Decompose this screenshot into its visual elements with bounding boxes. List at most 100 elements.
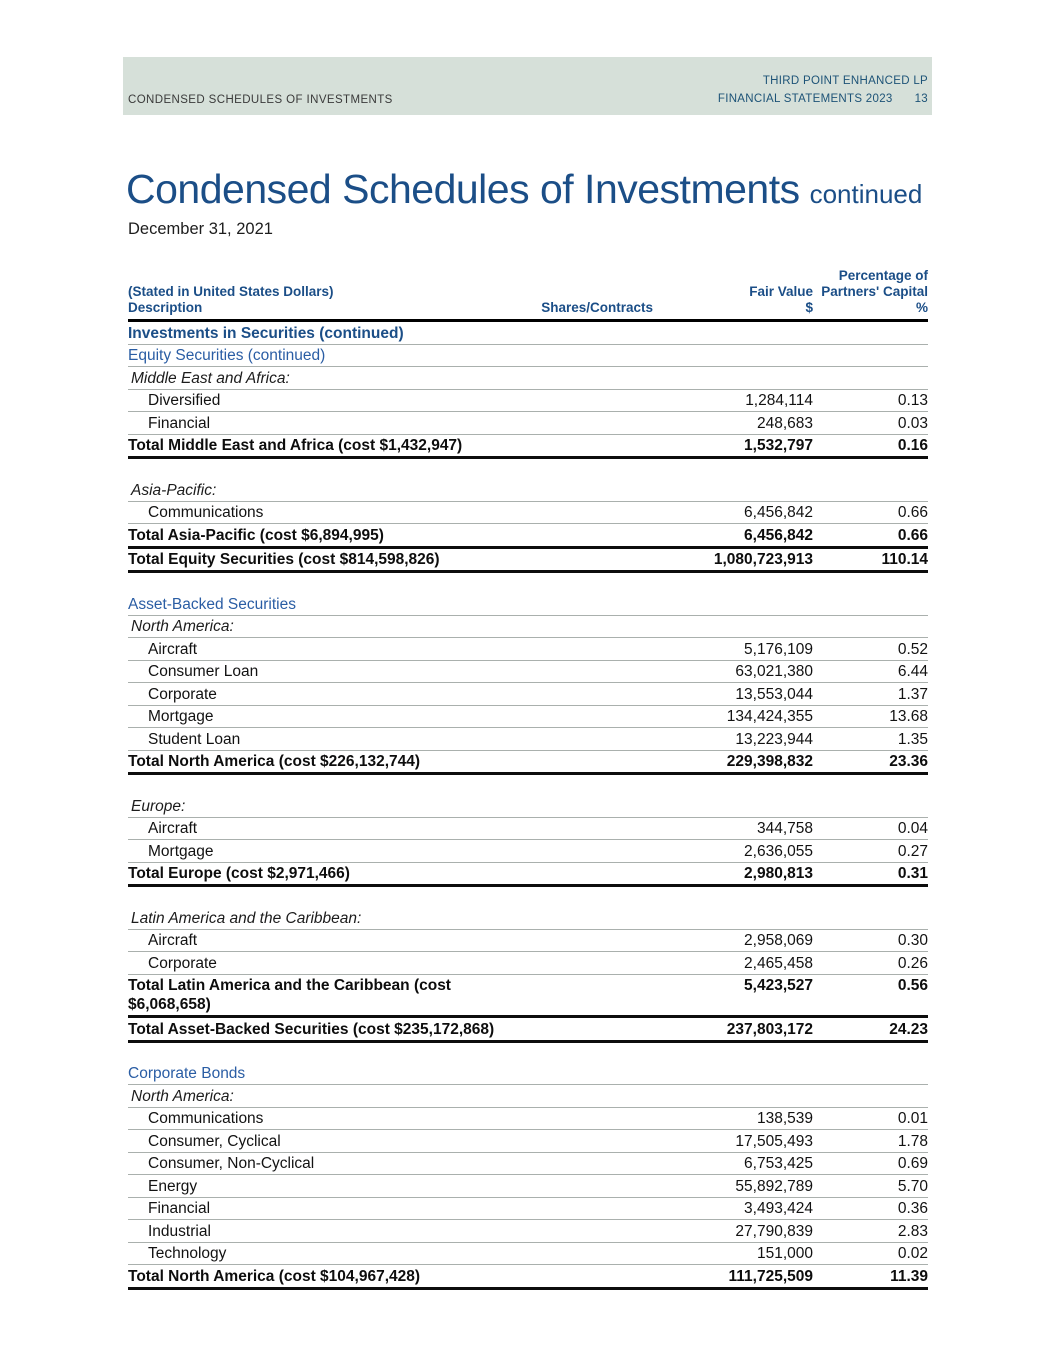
total-row: Total Asia-Pacific (cost $6,894,995) 6,45… — [128, 524, 928, 549]
col-percentage-block: Percentage of Partners' Capital % — [813, 268, 928, 316]
percentage-cell: 0.69 — [897, 1155, 928, 1172]
row-label: Total Middle East and Africa (cost $1,43… — [128, 437, 463, 454]
shares-contracts-cell — [523, 864, 653, 883]
row-label: Technology — [148, 1245, 227, 1262]
fair-value-cell: 13,223,944 — [735, 730, 813, 748]
fair-value-cell: 55,892,789 — [735, 1177, 813, 1195]
shares-contracts-cell — [523, 481, 653, 500]
percentage-cell: 0.16 — [897, 437, 928, 454]
region-header-row: North America: — [128, 616, 928, 638]
fair-value-cell: 13,553,044 — [735, 685, 813, 703]
col-fair-value: Fair Value — [749, 284, 813, 299]
fair-value-cell — [653, 797, 813, 816]
percentage-cell: 0.26 — [897, 954, 928, 972]
shares-contracts-cell — [523, 414, 653, 433]
row-label: Consumer Loan — [148, 663, 259, 680]
row-label: Total Europe (cost $2,971,466) — [128, 865, 350, 882]
shares-contracts-cell — [523, 909, 653, 928]
percentage-cell — [813, 909, 928, 928]
row-label: Financial — [148, 1200, 211, 1217]
percentage-cell: 0.27 — [897, 842, 928, 860]
fair-value-cell: 2,465,458 — [744, 954, 813, 972]
percentage-cell: 0.30 — [897, 932, 928, 949]
fair-value-cell — [653, 909, 813, 928]
percentage-cell: 2.83 — [897, 1222, 928, 1240]
shares-contracts-cell — [523, 1020, 653, 1039]
col-description-block: (Stated in United States Dollars) Descri… — [128, 284, 523, 316]
shares-contracts-cell — [523, 550, 653, 569]
fair-value-cell: 6,456,842 — [744, 526, 813, 544]
table-row: Aircraft 2,958,069 0.30 — [128, 930, 928, 952]
shares-contracts-cell — [523, 842, 653, 861]
shares-contracts-cell — [523, 1087, 653, 1106]
percentage-cell: 0.04 — [897, 820, 928, 837]
investments-table: (Stated in United States Dollars) Descri… — [128, 268, 928, 1290]
total-row: Total Europe (cost $2,971,466) 2,980,813 0… — [128, 863, 928, 887]
report-date: December 31, 2021 — [128, 220, 273, 238]
table-body: Investments in Securities (continued) Equ… — [128, 322, 928, 1290]
page-title-continued: continued — [809, 179, 923, 209]
percentage-cell: 0.01 — [897, 1110, 928, 1127]
shares-contracts-cell — [523, 797, 653, 816]
section-header-row: Corporate Bonds — [128, 1063, 928, 1085]
col-percentage-line1: Percentage of — [838, 268, 928, 283]
shares-contracts-cell — [523, 1267, 653, 1286]
section-title-row: Investments in Securities (continued) — [128, 322, 928, 345]
row-label: Mortgage — [148, 708, 214, 725]
percentage-cell — [813, 1087, 928, 1106]
total-row: Total Equity Securities (cost $814,598,8… — [128, 549, 928, 573]
row-label: Total North America (cost $104,967,428) — [128, 1267, 421, 1285]
shares-contracts-cell — [523, 819, 653, 838]
percentage-cell: 0.13 — [897, 392, 928, 409]
row-label: Total Asia-Pacific (cost $6,894,995) — [128, 526, 384, 544]
percentage-cell: 13.68 — [889, 708, 928, 725]
fair-value-cell: 151,000 — [756, 1245, 813, 1262]
section-header-row: Asset-Backed Securities — [128, 593, 928, 616]
col-fair-value-block: Fair Value $ — [653, 284, 813, 316]
total-row: Total Latin America and the Caribbean (c… — [128, 975, 928, 1018]
row-label: Aircraft — [148, 820, 198, 837]
total-row: Total North America (cost $104,967,428) 1… — [128, 1265, 928, 1290]
fair-value-cell: 63,021,380 — [735, 663, 813, 680]
shares-contracts-cell — [523, 1244, 653, 1263]
row-label: Asset-Backed Securities — [128, 595, 296, 613]
table-row: Corporate 13,553,044 1.37 — [128, 683, 928, 706]
shares-contracts-cell — [523, 324, 653, 343]
table-row: Industrial 27,790,839 2.83 — [128, 1220, 928, 1243]
row-label: Financial — [148, 414, 211, 432]
shares-contracts-cell — [523, 617, 653, 636]
fair-value-cell: 2,980,813 — [744, 865, 813, 882]
row-label: Communications — [148, 1110, 264, 1127]
shares-contracts-cell — [523, 346, 653, 365]
percentage-cell — [813, 346, 928, 365]
fair-value-cell: 138,539 — [756, 1110, 813, 1127]
fair-value-cell: 2,958,069 — [744, 932, 813, 949]
shares-contracts-cell — [523, 526, 653, 545]
col-fair-value-unit: $ — [805, 300, 813, 315]
shares-contracts-cell — [523, 954, 653, 973]
shares-contracts-cell — [523, 1109, 653, 1128]
table-row: Corporate 2,465,458 0.26 — [128, 952, 928, 975]
fair-value-cell: 6,456,842 — [744, 504, 813, 521]
section-gap — [128, 887, 928, 907]
table-header: (Stated in United States Dollars) Descri… — [128, 268, 928, 322]
table-row: Technology 151,000 0.02 — [128, 1243, 928, 1265]
fair-value-cell: 5,176,109 — [744, 640, 813, 658]
fair-value-cell — [653, 369, 813, 388]
percentage-cell — [813, 797, 928, 816]
table-row: Mortgage 134,424,355 13.68 — [128, 706, 928, 728]
percentage-cell: 1.35 — [897, 730, 928, 748]
table-row: Aircraft 344,758 0.04 — [128, 818, 928, 840]
stated-note: (Stated in United States Dollars) — [128, 284, 334, 299]
percentage-cell — [813, 595, 928, 614]
section-gap — [128, 573, 928, 593]
shares-contracts-cell — [523, 707, 653, 726]
total-row: Total Middle East and Africa (cost $1,43… — [128, 435, 928, 459]
row-label: Energy — [148, 1177, 198, 1195]
row-label: Mortgage — [148, 842, 214, 860]
row-label: North America: — [131, 1087, 234, 1105]
fair-value-cell: 344,758 — [756, 820, 813, 837]
percentage-cell — [813, 617, 928, 636]
percentage-cell: 0.66 — [897, 504, 928, 521]
table-row: Aircraft 5,176,109 0.52 — [128, 638, 928, 661]
